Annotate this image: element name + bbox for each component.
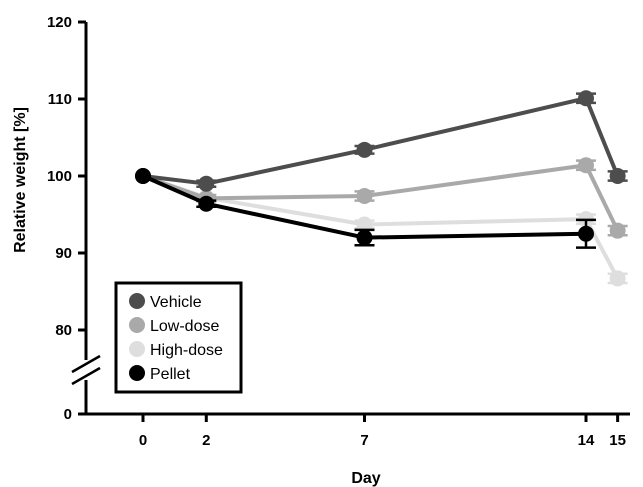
legend-marker-vehicle [129,293,145,309]
data-point-vehicle [356,141,373,158]
data-point-high-dose [356,216,373,233]
y-tick-label: 80 [55,322,72,339]
legend-label-low-dose: Low-dose [150,318,219,335]
x-tick-label: 7 [360,432,368,449]
legend-label-high-dose: High-dose [150,342,223,359]
y-tick-label: 0 [64,406,72,423]
y-tick-label: 120 [47,14,72,31]
data-point-low-dose [578,157,594,174]
x-tick-label: 2 [202,432,210,449]
y-axis-title: Relative weight [%] [12,107,29,253]
data-point-low-dose [356,188,373,205]
x-axis-title: Day [351,470,380,487]
data-point-pellet [356,229,373,246]
y-tick-label: 100 [47,168,72,185]
data-point-low-dose [609,222,626,239]
legend-marker-high-dose [129,341,145,357]
legend-marker-pellet [129,365,145,381]
series-vehicle [135,90,628,192]
legend: Vehicle Low-dose High-dose Pellet [114,281,243,394]
y-tick-label: 90 [55,245,72,262]
data-point-vehicle [198,175,215,192]
axis-break-icon [71,354,101,386]
series-layer [135,90,628,287]
x-tick-label: 14 [578,432,595,449]
y-tick-label: 110 [48,91,72,108]
x-tick-label: 15 [609,432,626,449]
data-point-pellet [198,195,215,212]
x-tick-label: 0 [139,432,147,449]
data-point-pellet [578,225,594,242]
series-line-pellet [142,174,587,240]
data-point-high-dose [609,270,626,287]
series-pellet [135,168,596,249]
legend-marker-low-dose [129,317,145,333]
data-point-vehicle [578,90,594,107]
legend-label-pellet: Pellet [150,366,191,383]
data-point-pellet [135,168,151,184]
ticks-layer: 0 2 7 14 15 0 80 90 100 110 120 [47,14,626,449]
series-line-high-dose [142,174,620,280]
legend-label-vehicle: Vehicle [150,294,202,311]
data-point-vehicle [609,168,626,184]
